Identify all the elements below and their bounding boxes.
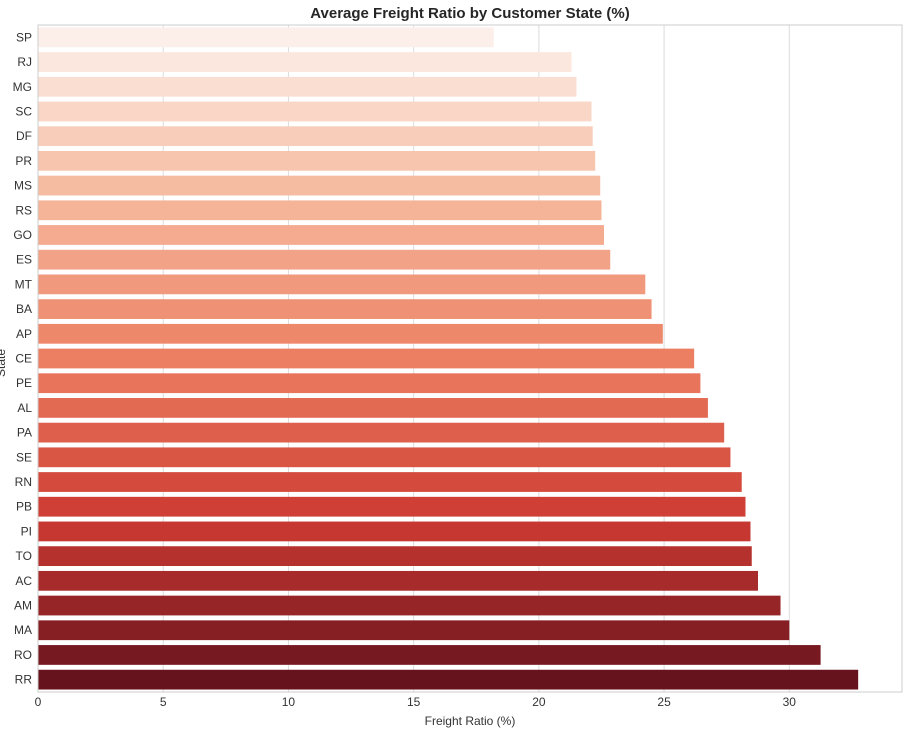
y-tick-label: RS xyxy=(15,203,32,217)
y-tick-label: DF xyxy=(16,129,32,143)
bar-mt xyxy=(38,274,646,295)
y-tick-label: SE xyxy=(16,450,32,464)
y-tick-label: PI xyxy=(21,524,32,538)
bar-sc xyxy=(38,101,592,122)
y-tick-label: TO xyxy=(16,549,32,563)
x-tick-labels: 0 5 10 15 20 25 30 xyxy=(35,695,797,709)
x-tick-label: 15 xyxy=(407,695,421,709)
bar-rr xyxy=(38,669,859,690)
y-tick-label: PA xyxy=(17,426,32,440)
y-tick-label: RR xyxy=(15,673,33,687)
x-tick-label: 10 xyxy=(282,695,296,709)
bar-pb xyxy=(38,496,746,517)
bar-rj xyxy=(38,52,572,72)
y-tick-label: AC xyxy=(15,574,32,588)
bar-se xyxy=(38,447,731,468)
bar-to xyxy=(38,546,752,567)
x-axis-label: Freight Ratio (%) xyxy=(425,714,516,728)
bar-pr xyxy=(38,150,596,171)
y-tick-label: AP xyxy=(16,327,32,341)
x-tick-label: 0 xyxy=(35,695,42,709)
y-tick-label: RO xyxy=(14,648,32,662)
y-tick-label: MS xyxy=(14,179,32,193)
y-tick-label: MG xyxy=(13,80,32,94)
bar-pa xyxy=(38,422,725,443)
y-tick-label: AM xyxy=(14,599,32,613)
bar-sp xyxy=(38,27,494,48)
y-tick-labels: SP RJ MG SC DF PR MS RS GO ES MT BA AP CE PE AL PA SE RN PB… xyxy=(13,30,33,686)
y-tick-label: SC xyxy=(15,104,32,118)
y-tick-label: BA xyxy=(16,302,32,316)
bar-ma xyxy=(38,620,790,641)
y-axis-label: State xyxy=(0,349,8,377)
y-tick-label: RN xyxy=(15,475,32,489)
y-tick-label: RJ xyxy=(17,55,32,69)
bar-ro xyxy=(38,645,821,665)
y-tick-label: AL xyxy=(17,401,32,415)
y-tick-label: ES xyxy=(16,253,32,267)
y-tick-label: PR xyxy=(15,154,32,168)
bar-ap xyxy=(38,323,663,344)
bar-al xyxy=(38,398,708,418)
bar-es xyxy=(38,249,611,270)
bar-pe xyxy=(38,373,701,394)
y-tick-label: SP xyxy=(16,30,32,44)
y-tick-label: MA xyxy=(14,623,32,637)
bar-df xyxy=(38,126,593,147)
y-tick-label: MT xyxy=(15,277,33,291)
bar-rn xyxy=(38,472,742,492)
y-tick-label: PE xyxy=(16,376,32,390)
bar-ba xyxy=(38,299,652,319)
bar-ce xyxy=(38,348,695,369)
bar-ms xyxy=(38,175,601,196)
y-tick-label: CE xyxy=(15,352,32,366)
x-tick-label: 5 xyxy=(160,695,167,709)
bar-pi xyxy=(38,521,751,542)
y-tick-label: PB xyxy=(16,500,32,514)
bar-am xyxy=(38,595,781,616)
x-tick-label: 25 xyxy=(657,695,671,709)
bar-ac xyxy=(38,570,758,591)
chart-title: Average Freight Ratio by Customer State … xyxy=(310,5,630,22)
x-tick-label: 20 xyxy=(532,695,546,709)
bar-go xyxy=(38,225,604,245)
bars xyxy=(38,27,859,690)
y-tick-label: GO xyxy=(13,228,32,242)
bar-mg xyxy=(38,76,577,97)
plot-frame xyxy=(37,24,903,693)
bar-rs xyxy=(38,200,602,221)
x-tick-label: 30 xyxy=(783,695,797,709)
